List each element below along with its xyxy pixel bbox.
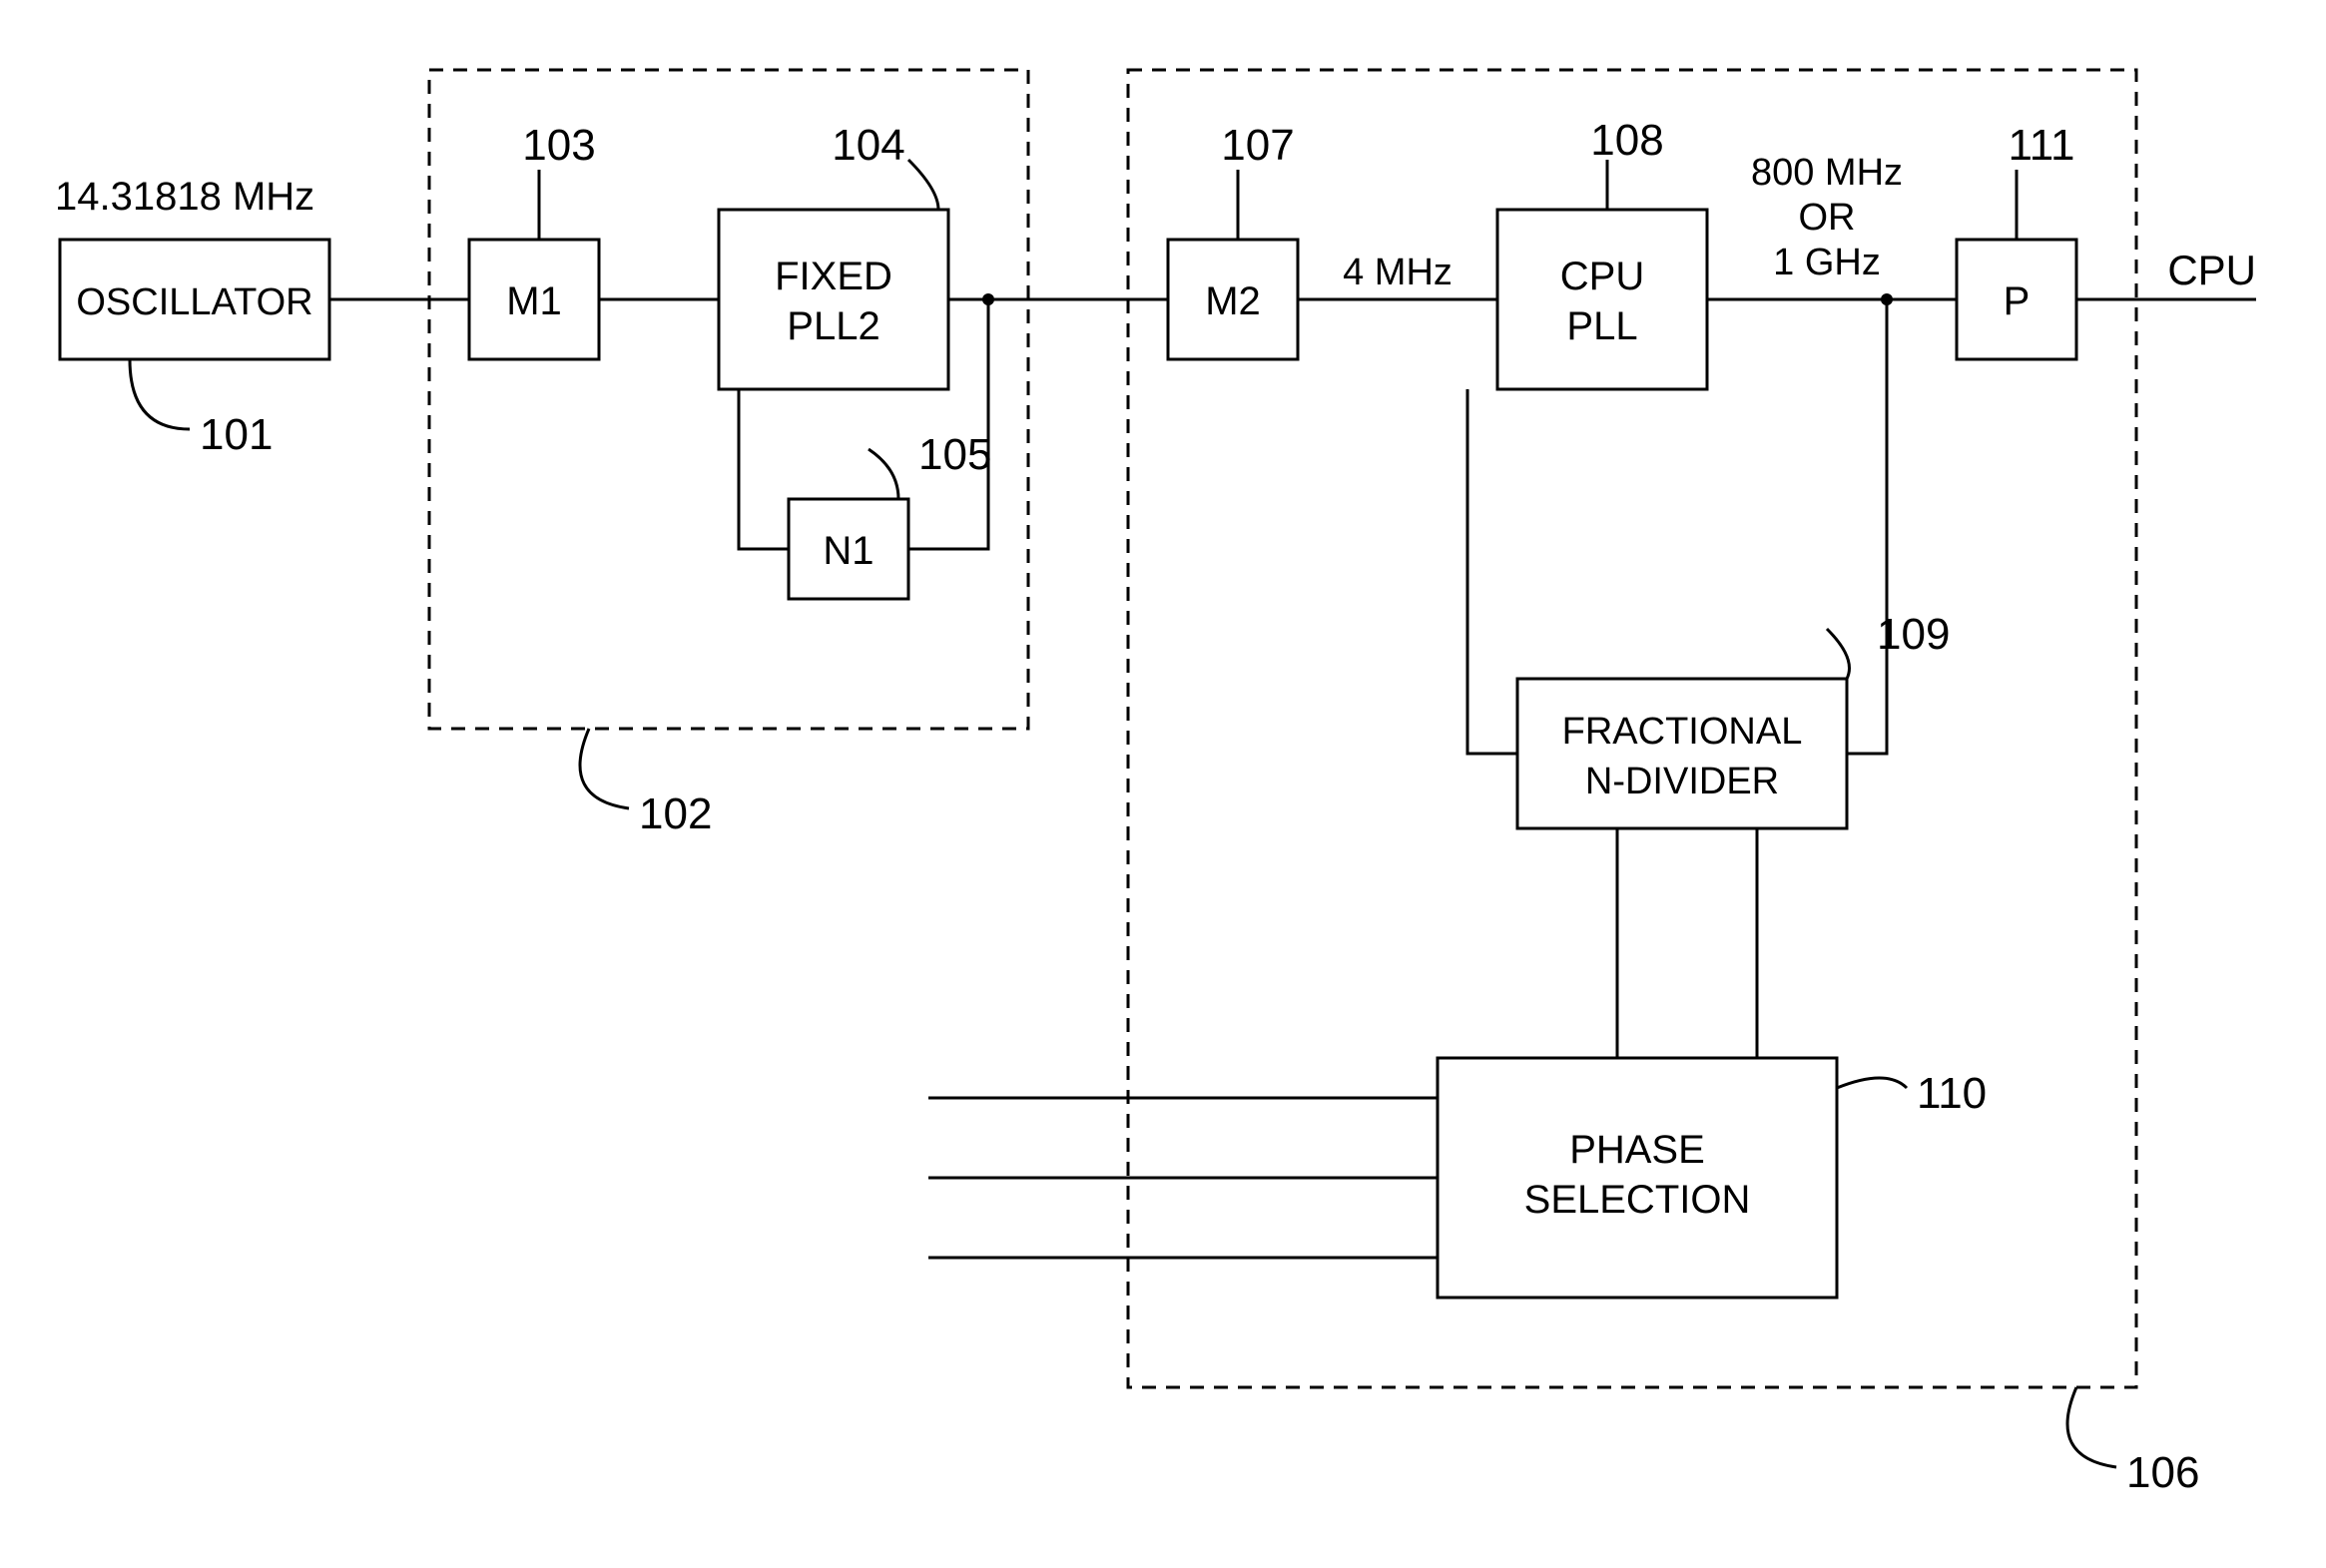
leader-110 [1837,1078,1907,1088]
leader-106 [2067,1387,2116,1467]
p-label: P [2004,279,2031,323]
cpu-pll-label-l2: PLL [1566,304,1637,348]
ref-109: 109 [1877,610,1950,659]
frac-n-label-l1: FRACTIONAL [1562,711,1803,753]
oscillator-label: OSCILLATOR [76,281,312,323]
leader-109 [1827,629,1850,679]
ref-106: 106 [2126,1448,2199,1497]
osc-freq-label: 14.31818 MHz [55,175,314,219]
leader-105 [869,449,898,499]
leader-101 [130,359,190,429]
cpu-pll-label-l1: CPU [1560,255,1644,298]
ref-103: 103 [522,121,595,170]
leader-102 [580,729,629,808]
wire-frac-feedback-in [1847,299,1887,754]
cpu-out-l3: 1 GHz [1773,242,1881,283]
phase-sel-label-l2: SELECTION [1524,1178,1751,1222]
m2-label: M2 [1205,279,1261,323]
ref-101: 101 [200,410,273,459]
wire-frac-feedback-out [1467,389,1517,754]
ref-102: 102 [639,789,712,838]
m1-label: M1 [506,279,562,323]
ref-105: 105 [918,430,991,479]
fractional-n-block [1517,679,1847,828]
m2-out-label: 4 MHz [1343,252,1453,293]
cpu-output-label: CPU [2167,247,2256,293]
fixed-pll2-label-l2: PLL2 [787,304,879,348]
cpu-pll-block [1497,210,1707,389]
fixed-pll2-block [719,210,948,389]
fixed-pll2-label-l1: FIXED [775,255,892,298]
ref-110: 110 [1917,1069,1987,1118]
ref-104: 104 [832,121,904,170]
phase-sel-label-l1: PHASE [1569,1128,1705,1172]
frac-n-label-l2: N-DIVIDER [1585,761,1779,802]
ref-108: 108 [1590,116,1663,165]
wire-feedback-up [739,389,789,549]
cpu-out-l2: OR [1799,197,1856,239]
n1-label: N1 [823,529,873,573]
ref-111: 111 [2009,121,2075,170]
leader-104 [908,160,938,210]
ref-107: 107 [1221,121,1294,170]
cpu-out-l1: 800 MHz [1751,152,1903,194]
group-102-box [429,70,1028,729]
